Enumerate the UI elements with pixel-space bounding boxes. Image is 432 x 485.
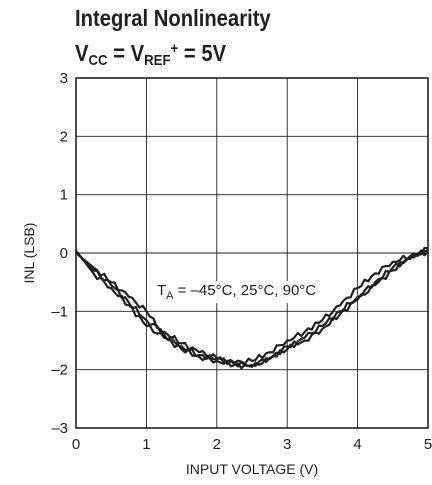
- x-tick-label: 2: [213, 436, 221, 453]
- annotation-rest: = –45°C, 25°C, 90°C: [173, 282, 316, 299]
- y-tick-label: –1: [51, 303, 68, 320]
- y-tick-label: 3: [60, 70, 68, 87]
- chart-subtitle: VCC = VREF+ = 5V: [75, 36, 226, 74]
- subtitle-eq2: = 5V: [178, 40, 227, 66]
- x-tick-label: 1: [142, 436, 150, 453]
- y-tick-label: –2: [51, 362, 68, 379]
- temperature-annotation: TA = –45°C, 25°C, 90°C: [157, 282, 316, 302]
- subtitle-plus: +: [170, 40, 179, 57]
- subtitle-v: V: [75, 40, 89, 66]
- inl-series-3: [75, 250, 429, 370]
- chart-title: Integral Nonlinearity: [75, 5, 271, 31]
- y-tick-label: 2: [60, 128, 68, 145]
- x-axis-label: INPUT VOLTAGE (V): [186, 461, 318, 477]
- y-tick-label: –3: [51, 420, 68, 437]
- y-tick-label: 1: [60, 187, 68, 204]
- y-axis-label: INL (LSB): [21, 223, 37, 284]
- inl-series-1: [75, 246, 429, 368]
- x-tick-label: 0: [72, 436, 80, 453]
- subtitle-cc: CC: [88, 52, 108, 69]
- subtitle-eq1: = V: [107, 40, 145, 66]
- annotation-t: T: [157, 282, 166, 299]
- grid: [75, 77, 429, 429]
- annotation-sub: A: [166, 290, 174, 302]
- plot-frame: [75, 77, 429, 429]
- x-tick-label: 4: [353, 436, 361, 453]
- subtitle-ref: REF: [144, 52, 171, 69]
- tick-labels: 0 1 2 3 4 5 –3 –2 –1 0 1 2 3: [51, 70, 432, 453]
- y-tick-label: 0: [60, 245, 68, 262]
- inl-series-2: [75, 249, 429, 365]
- x-tick-label: 3: [283, 436, 291, 453]
- series-group: [75, 246, 429, 370]
- x-tick-label: 5: [424, 436, 432, 453]
- annotation-background: [153, 281, 320, 303]
